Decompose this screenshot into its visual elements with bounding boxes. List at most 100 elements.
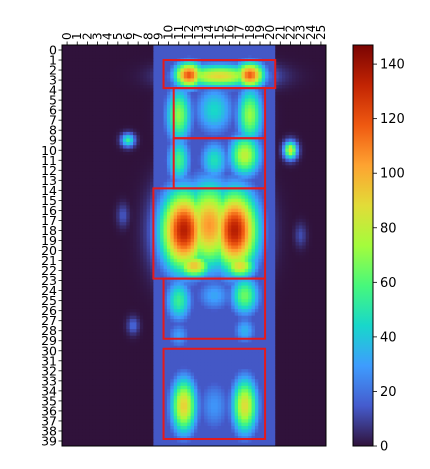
heatmap-cell [156, 161, 161, 166]
heatmap-cell [302, 208, 307, 213]
heatmap-cell [89, 91, 94, 96]
heatmap-cell [187, 65, 192, 69]
heatmap-cell [99, 175, 104, 180]
heatmap-cell [133, 188, 138, 193]
heatmap-cell [319, 215, 324, 220]
heatmap-cell [258, 75, 263, 80]
heatmap-cell [309, 165, 314, 170]
heatmap-cell [99, 58, 104, 63]
heatmap-cell [224, 151, 229, 156]
heatmap-cell [143, 71, 148, 76]
heatmap-cell [126, 75, 131, 80]
heatmap-cell [285, 232, 290, 237]
heatmap-cell [315, 225, 320, 230]
heatmap-cell [99, 255, 104, 260]
heatmap-cell [251, 245, 256, 250]
heatmap-cell [319, 105, 324, 110]
heatmap-cell [119, 145, 124, 150]
heatmap-cell [163, 81, 168, 86]
heatmap-cell [315, 48, 320, 53]
heatmap-cell [200, 158, 205, 163]
heatmap-cell [312, 115, 317, 120]
heatmap-cell [322, 135, 326, 140]
heatmap-cell [72, 188, 77, 193]
heatmap-cell [238, 171, 242, 176]
heatmap-cell [116, 51, 121, 56]
heatmap-cell [268, 95, 273, 100]
heatmap-cell [258, 195, 263, 200]
heatmap-cell [200, 215, 205, 220]
heatmap-cell [231, 118, 236, 123]
heatmap-cell [282, 95, 286, 100]
heatmap-cell [166, 61, 171, 66]
heatmap-cell [160, 255, 165, 260]
heatmap-cell [204, 128, 209, 133]
heatmap-cell [183, 155, 188, 160]
heatmap-cell [75, 121, 80, 126]
heatmap-cell [173, 185, 178, 190]
heatmap-cell [99, 165, 104, 170]
heatmap-cell [319, 61, 324, 66]
heatmap-cell [160, 212, 165, 217]
heatmap-cell [258, 235, 263, 240]
heatmap-cell [99, 235, 104, 240]
heatmap-cell [204, 118, 209, 123]
heatmap-cell [312, 111, 317, 116]
heatmap-cell [146, 48, 151, 53]
heatmap-cell [244, 95, 249, 100]
heatmap-cell [92, 148, 97, 153]
heatmap-cell [89, 192, 94, 196]
heatmap-cell [298, 95, 303, 100]
heatmap-cell [244, 131, 249, 136]
heatmap-cell [116, 228, 121, 233]
heatmap-cell [106, 98, 110, 103]
heatmap-cell [102, 108, 107, 113]
heatmap-cell [210, 248, 215, 253]
heatmap-cell [75, 151, 80, 156]
heatmap-cell [183, 222, 188, 227]
heatmap-cell [298, 218, 303, 223]
heatmap-cell [244, 155, 249, 160]
heatmap-cell [302, 212, 307, 217]
heatmap-cell [72, 148, 77, 153]
heatmap-cell [302, 252, 307, 257]
heatmap-cell [116, 158, 121, 163]
heatmap-cell [153, 95, 158, 100]
heatmap-cell [231, 98, 236, 103]
heatmap-cell [183, 135, 188, 140]
heatmap-cell [258, 182, 263, 186]
heatmap-cell [217, 165, 222, 170]
heatmap-cell [139, 205, 144, 210]
heatmap-cell [315, 118, 320, 123]
heatmap-cell [163, 178, 168, 183]
heatmap-cell [214, 81, 219, 86]
heatmap-cell [163, 115, 168, 120]
heatmap-cell [139, 138, 144, 143]
heatmap-cell [261, 51, 266, 56]
heatmap-cell [180, 178, 185, 183]
heatmap-cell [238, 68, 242, 73]
heatmap-cell [119, 222, 124, 227]
heatmap-cell [234, 138, 239, 143]
heatmap-cell [173, 105, 178, 110]
heatmap-cell [72, 228, 77, 233]
heatmap-cell [302, 151, 307, 156]
heatmap-cell [234, 215, 239, 220]
heatmap-cell [146, 145, 151, 150]
heatmap-cell [254, 98, 259, 103]
heatmap-cell [251, 75, 256, 80]
heatmap-cell [265, 71, 270, 76]
heatmap-cell [133, 55, 138, 59]
heatmap-cell [95, 45, 100, 49]
heatmap-cell [170, 88, 175, 93]
heatmap-cell [231, 101, 236, 106]
heatmap-cell [204, 85, 209, 90]
heatmap-cell [254, 215, 259, 220]
heatmap-cell [234, 45, 239, 49]
heatmap-cell [200, 51, 205, 56]
heatmap-cell [261, 85, 266, 90]
heatmap-cell [298, 202, 303, 206]
heatmap-cell [156, 128, 161, 133]
heatmap-cell [288, 202, 293, 206]
heatmap-cell [85, 148, 90, 153]
